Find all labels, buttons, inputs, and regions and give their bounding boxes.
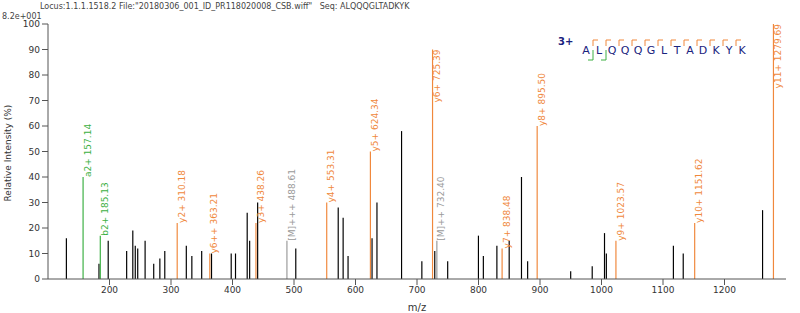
svg-text:60: 60 bbox=[29, 121, 41, 131]
svg-text:800: 800 bbox=[470, 285, 487, 295]
svg-text:80: 80 bbox=[29, 70, 41, 80]
svg-text:y11+ 1279.69: y11+ 1279.69 bbox=[773, 24, 783, 89]
svg-text:y2+ 310.18: y2+ 310.18 bbox=[177, 170, 187, 223]
svg-text:y6++ 363.21: y6++ 363.21 bbox=[209, 193, 219, 254]
svg-text:70: 70 bbox=[29, 96, 41, 106]
svg-text:40: 40 bbox=[29, 172, 41, 182]
svg-text:D: D bbox=[699, 44, 707, 57]
svg-text:700: 700 bbox=[408, 285, 425, 295]
svg-text:K: K bbox=[738, 44, 746, 57]
svg-text:1100: 1100 bbox=[652, 285, 675, 295]
svg-text:90: 90 bbox=[29, 45, 41, 55]
svg-text:y10+ 1151.62: y10+ 1151.62 bbox=[694, 158, 704, 222]
svg-text:K: K bbox=[712, 44, 720, 57]
svg-text:10: 10 bbox=[29, 249, 41, 259]
html-text:8.2e+001: 8.2e+001 bbox=[2, 12, 42, 21]
html-text:Locus:1.1.1.1518.2 File:"20180: Locus:1.1.1.1518.2 File:"20180306_001_ID… bbox=[40, 2, 410, 11]
svg-text:y5+ 624.34: y5+ 624.34 bbox=[370, 98, 380, 151]
svg-text:L: L bbox=[596, 44, 603, 57]
svg-text:y9+ 1023.57: y9+ 1023.57 bbox=[616, 182, 626, 241]
svg-text:L: L bbox=[661, 44, 668, 57]
svg-text:a2+ 157.14: a2+ 157.14 bbox=[83, 124, 93, 177]
svg-text:Relative Intensity (%): Relative Intensity (%) bbox=[8, 105, 13, 202]
svg-text:b2+ 185.13: b2+ 185.13 bbox=[100, 182, 110, 235]
svg-text:600: 600 bbox=[347, 285, 364, 295]
svg-text:y4+ 553.31: y4+ 553.31 bbox=[326, 150, 336, 203]
svg-text:Q: Q bbox=[621, 44, 630, 57]
svg-text:50: 50 bbox=[29, 147, 41, 157]
svg-text:Y: Y bbox=[725, 44, 733, 57]
svg-text:G: G bbox=[647, 44, 656, 57]
svg-text:100: 100 bbox=[23, 19, 40, 29]
svg-text:400: 400 bbox=[224, 285, 241, 295]
svg-text:Q: Q bbox=[634, 44, 643, 57]
svg-text:500: 500 bbox=[285, 285, 302, 295]
svg-text:A: A bbox=[582, 44, 590, 57]
svg-text:[M]+++ 488.61: [M]+++ 488.61 bbox=[287, 169, 297, 241]
svg-text:200: 200 bbox=[101, 285, 118, 295]
svg-text:1200: 1200 bbox=[713, 285, 736, 295]
svg-text:y6+ 725.39: y6+ 725.39 bbox=[432, 49, 442, 102]
html-text:3+: 3+ bbox=[558, 36, 574, 47]
svg-text:0: 0 bbox=[34, 274, 40, 284]
svg-text:30: 30 bbox=[29, 198, 41, 208]
svg-text:1000: 1000 bbox=[590, 285, 613, 295]
svg-text:300: 300 bbox=[162, 285, 179, 295]
svg-text:Q: Q bbox=[608, 44, 617, 57]
svg-text:m/z: m/z bbox=[408, 302, 426, 313]
svg-text:A: A bbox=[686, 44, 694, 57]
svg-text:20: 20 bbox=[29, 223, 41, 233]
svg-text:[M]++ 732.40: [M]++ 732.40 bbox=[436, 176, 446, 240]
svg-text:y8+ 895.50: y8+ 895.50 bbox=[537, 73, 547, 126]
svg-text:T: T bbox=[673, 44, 681, 57]
svg-text:900: 900 bbox=[531, 285, 548, 295]
svg-text:y7+ 838.48: y7+ 838.48 bbox=[502, 195, 512, 248]
svg-text:y3+ 438.26: y3+ 438.26 bbox=[256, 170, 266, 223]
